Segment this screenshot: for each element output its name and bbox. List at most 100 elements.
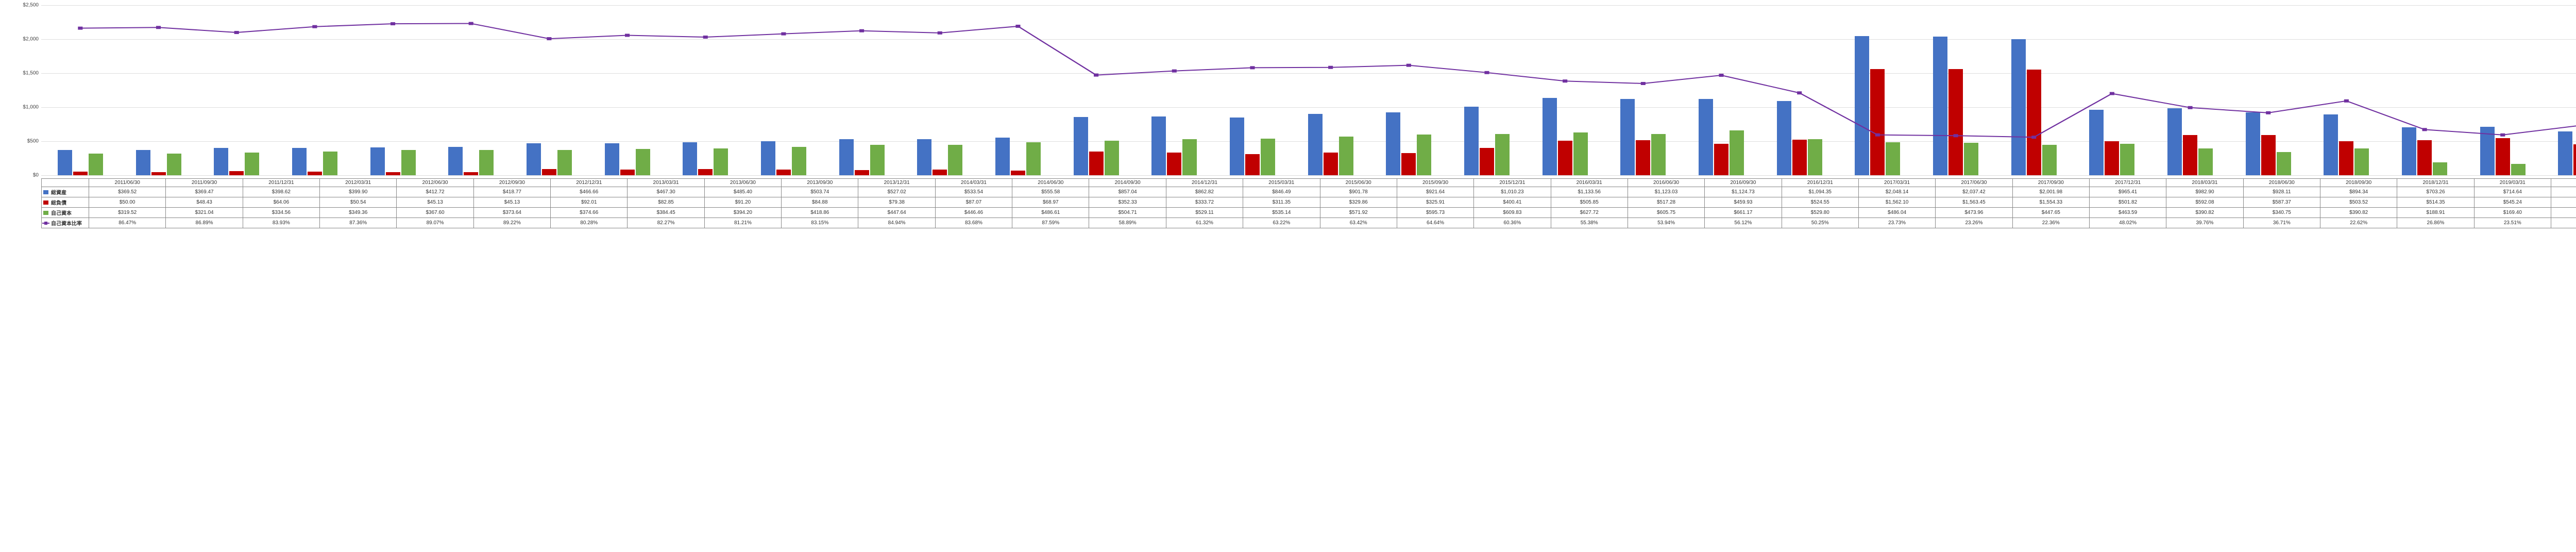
period-group (276, 5, 354, 175)
cell: $463.59 (2089, 208, 2166, 218)
cell: 86.89% (166, 218, 243, 228)
liabilities-bar (2105, 141, 2119, 175)
row-header-assets: 総資産 (42, 187, 89, 197)
cell: 2013/12/31 (858, 179, 935, 187)
period-group (1917, 5, 1995, 175)
liabilities-bar (2573, 144, 2576, 175)
assets-bar (370, 147, 385, 175)
cell: $446.46 (935, 208, 1012, 218)
cell: 81.21% (704, 218, 781, 228)
row-header-ratio: 自己資本比率 (42, 218, 89, 228)
cell: 2018/03/31 (2166, 179, 2243, 187)
cell: 2014/12/31 (1166, 179, 1243, 187)
period-group (979, 5, 1057, 175)
cell: 2015/12/31 (1474, 179, 1551, 187)
cell: 16.39% (2551, 218, 2576, 228)
liabilities-bar (1480, 148, 1494, 175)
cell: $1,010.23 (1474, 187, 1551, 197)
period-group (1448, 5, 1526, 175)
period-group (1369, 5, 1448, 175)
cell: $661.17 (1705, 208, 1782, 218)
cell: $529.11 (1166, 208, 1243, 218)
cell: $412.72 (397, 187, 473, 197)
cell: 83.68% (935, 218, 1012, 228)
cell: 2014/06/30 (1012, 179, 1089, 187)
equity-bar (401, 150, 416, 175)
liabilities-bar (776, 170, 791, 175)
cell: $514.35 (2397, 197, 2474, 208)
cell: $334.56 (243, 208, 319, 218)
cell: 2016/09/30 (1705, 179, 1782, 187)
liabilities-bar (620, 170, 635, 175)
cell: 2015/03/31 (1243, 179, 1320, 187)
cell: $862.82 (1166, 187, 1243, 197)
cell: $1,094.35 (1782, 187, 1858, 197)
period-group (120, 5, 198, 175)
liabilities-bar (2261, 135, 2276, 175)
cell: $369.47 (166, 187, 243, 197)
cell: 2017/03/31 (1858, 179, 1935, 187)
cell: 63.42% (1320, 218, 1397, 228)
cell: 2019/06/30 (2551, 179, 2576, 187)
cell: $503.74 (782, 187, 858, 197)
assets-bar (1386, 112, 1400, 175)
period-group (2385, 5, 2464, 175)
cell: $486.61 (1012, 208, 1089, 218)
cell: $79.38 (858, 197, 935, 208)
cell: 22.36% (2012, 218, 2089, 228)
liabilities-bar (1870, 69, 1885, 175)
cell: $533.54 (935, 187, 1012, 197)
liabilities-bar (308, 172, 322, 175)
assets-bar (1699, 99, 1713, 175)
equity-bar (2354, 148, 2369, 175)
cell: 39.76% (2166, 218, 2243, 228)
equity-bar (1417, 135, 1431, 175)
liabilities-bar (698, 169, 713, 175)
assets-bar (605, 143, 619, 175)
cell: $319.52 (89, 208, 166, 218)
cell: 2013/09/30 (782, 179, 858, 187)
assets-bar (683, 142, 697, 175)
cell: $587.37 (2243, 197, 2320, 208)
cell: $1,124.73 (1705, 187, 1782, 197)
equity-bar (1026, 142, 1041, 175)
cell: $894.34 (2320, 187, 2397, 197)
table-row-liabilities: 総負債$50.00$48.43$64.06$50.54$45.13$45.13$… (42, 197, 2576, 208)
cell: $50.54 (320, 197, 397, 208)
cell: $486.04 (1858, 208, 1935, 218)
cell: 2011/06/30 (89, 179, 166, 187)
liabilities-bar (542, 169, 556, 175)
cell: 2011/09/30 (166, 179, 243, 187)
liabilities-bar (151, 172, 166, 175)
y-left-tick: $500 (13, 139, 39, 144)
cell: $592.08 (2166, 197, 2243, 208)
cell: $545.24 (2474, 197, 2551, 208)
cell: $2,048.14 (1858, 187, 1935, 197)
period-group (41, 5, 120, 175)
cell: 89.22% (473, 218, 550, 228)
cell: $68.97 (1012, 197, 1089, 208)
liabilities-bar (933, 170, 947, 175)
cell: 26.86% (2397, 218, 2474, 228)
equity-bar (792, 147, 806, 175)
assets-bar (1151, 116, 1166, 175)
equity-bar (1182, 139, 1197, 175)
period-group (1760, 5, 1839, 175)
equity-bar (2511, 164, 2526, 175)
cell: $901.78 (1320, 187, 1397, 197)
cell: 2012/06/30 (397, 179, 473, 187)
assets-bar (2089, 110, 2104, 175)
period-group (823, 5, 901, 175)
period-group (1604, 5, 1682, 175)
cell: $857.04 (1089, 187, 1166, 197)
equity-bar (1808, 139, 1822, 175)
liabilities-bar (386, 172, 400, 175)
liabilities-bar (1558, 141, 1572, 175)
cell: $384.45 (628, 208, 704, 218)
table-row-periods: 2011/06/302011/09/302011/12/312012/03/31… (42, 179, 2576, 187)
period-group (901, 5, 979, 175)
assets-bar (1543, 98, 1557, 175)
cell: $503.52 (2320, 197, 2397, 208)
assets-bar (214, 148, 228, 175)
y-axis-left: $0$500$1,000$1,500$2,000$2,500 (13, 5, 39, 175)
